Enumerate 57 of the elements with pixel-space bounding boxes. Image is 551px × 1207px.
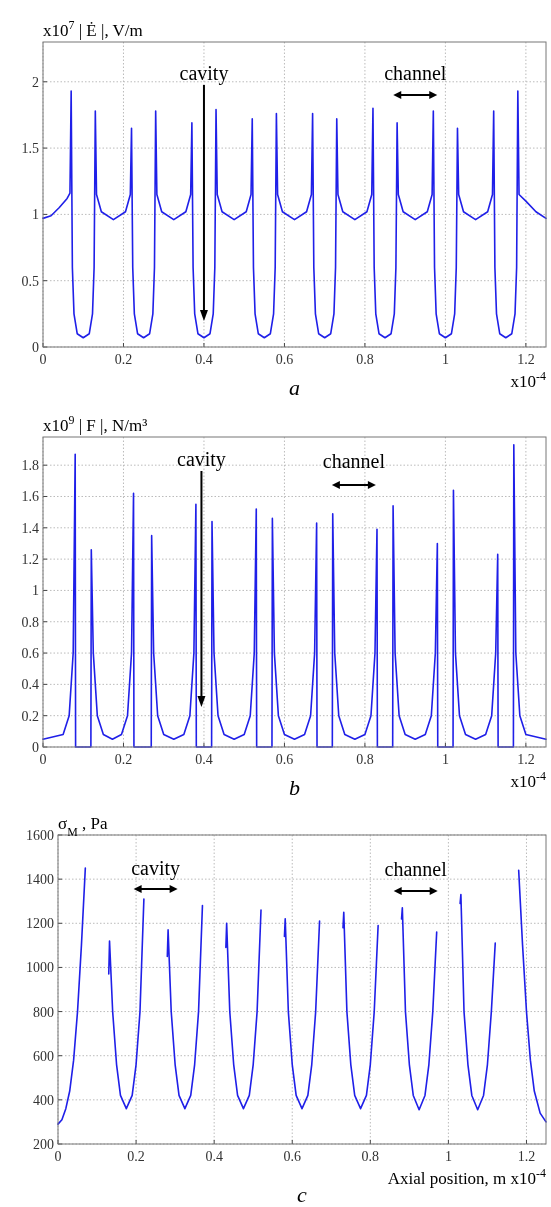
y-tick-label: 1.2 [21, 552, 39, 568]
x-tick-label: 0.6 [275, 352, 294, 367]
y-tick-label: 0.5 [21, 273, 39, 289]
x-tick-label: 0.6 [283, 1149, 301, 1164]
y-tick-label: 2 [32, 74, 39, 90]
x-tick-label: 1.2 [517, 752, 535, 767]
x-tick-label: 0.2 [127, 1149, 145, 1164]
y-tick-label: 1 [32, 207, 39, 223]
y-tick-label: 0 [32, 340, 39, 355]
x-tick-label: 0.2 [114, 352, 133, 367]
x-tick-label: 0.4 [195, 352, 213, 367]
text: a [289, 375, 300, 400]
y-axis-title: x10$^{9}$ | F |, N/m³ [43, 413, 148, 435]
text: c [297, 1182, 308, 1207]
y-tick-label: 1.6 [21, 489, 39, 505]
x-tick-label: 0.2 [114, 752, 133, 767]
x-axis-title: x10$^{-4}$ [510, 369, 547, 391]
y-tick-label: 1 [32, 583, 39, 599]
y-tick-label: 200 [33, 1137, 54, 1152]
x-axis-title: Axial position, m x10$^{-4}$ [387, 1166, 547, 1188]
annotation: channel [384, 62, 447, 84]
y-tick-label: 1400 [26, 872, 54, 888]
y-tick-label: 1600 [26, 828, 54, 843]
y-tick-label: 0.6 [21, 646, 39, 662]
x-tick-label: 0.8 [356, 752, 374, 767]
y-tick-label: 0.8 [21, 614, 39, 630]
annotation: channel [384, 858, 448, 880]
y-tick-label: 400 [33, 1092, 54, 1108]
y-tick-label: 1.4 [21, 520, 39, 536]
x-tick-label: 1 [444, 1149, 452, 1164]
y-tick-label: 0.4 [21, 677, 39, 693]
x-tick-label: 1 [441, 752, 449, 767]
y-tick-label: 1200 [26, 916, 54, 932]
x-tick-label: 0.6 [275, 752, 294, 767]
y-tick-label: 600 [33, 1048, 54, 1064]
y-axis-title: x10$^{7}$ | Ė |, V/m [43, 18, 143, 40]
y-tick-label: 1000 [26, 960, 54, 976]
annotation: cavity [131, 857, 181, 880]
text: b [289, 775, 300, 800]
annotation: channel [322, 450, 386, 472]
line-series [42, 90, 547, 339]
y-tick-label: 1.8 [21, 458, 39, 474]
x-tick-label: 1.2 [517, 352, 535, 367]
x-tick-label: 0.4 [205, 1149, 223, 1164]
x-tick-label: 0.8 [356, 352, 374, 367]
annotation: cavity [179, 62, 229, 85]
y-tick-label: 0.2 [21, 708, 39, 724]
x-tick-label: 1.2 [517, 1149, 536, 1164]
x-tick-label: 1 [441, 352, 449, 367]
x-axis-title: x10$^{-4}$ [510, 769, 547, 791]
y-tick-label: 1.5 [21, 141, 39, 157]
y-axis-title: σ$_{M}$ , Pa [58, 814, 108, 839]
y-tick-label: 0 [32, 740, 39, 755]
x-tick-label: 0.4 [195, 752, 213, 767]
y-tick-label: 800 [33, 1004, 54, 1020]
x-tick-label: 0.8 [361, 1149, 380, 1164]
annotation: cavity [177, 448, 226, 471]
